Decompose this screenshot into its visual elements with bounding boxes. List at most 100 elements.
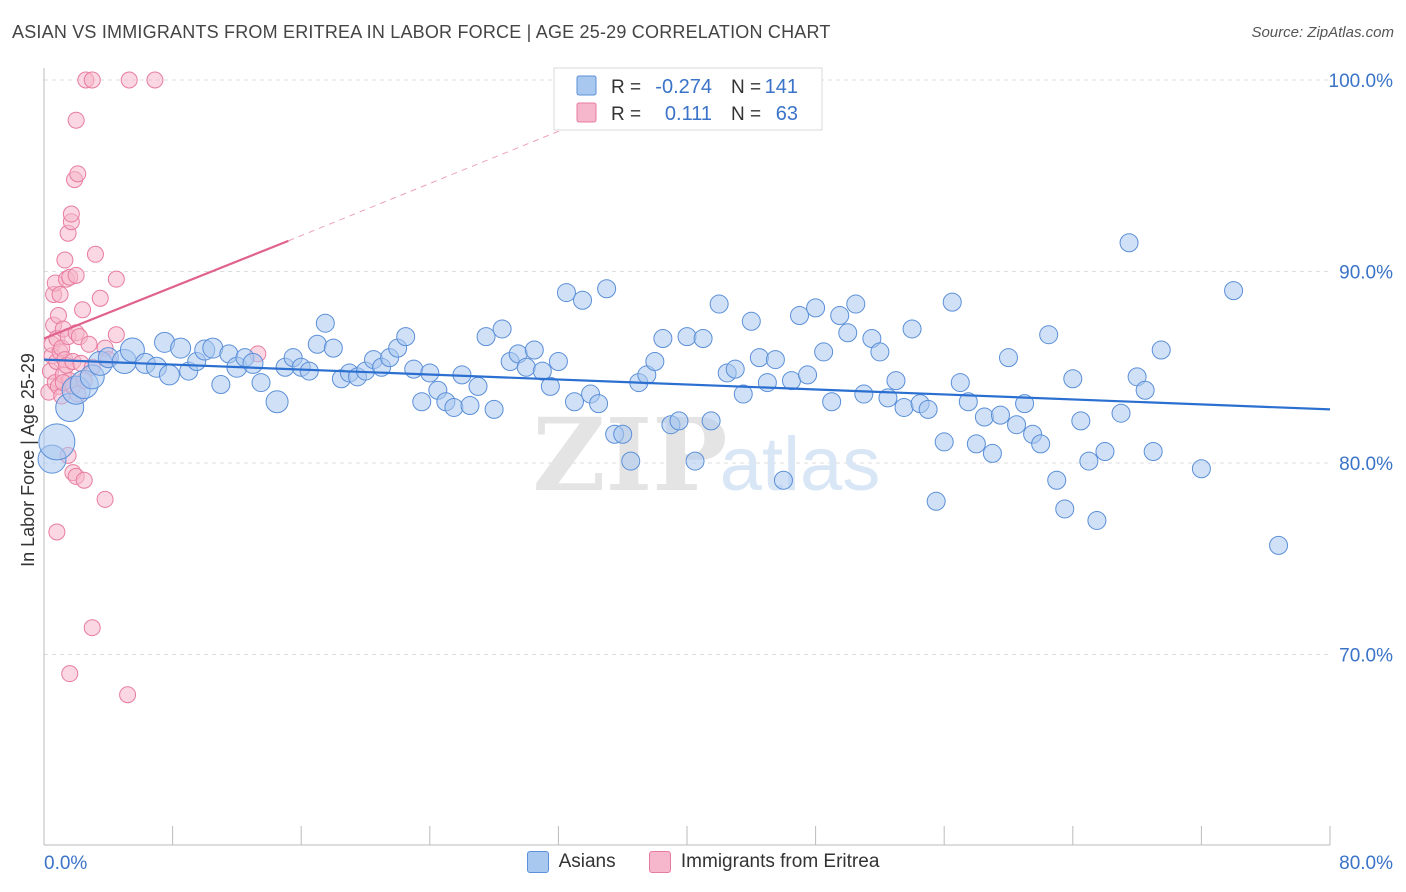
asian-point-57: [524, 340, 544, 360]
asian-point-107: [926, 491, 946, 511]
asian-point-123: [1055, 499, 1075, 519]
asian-point-76: [677, 327, 697, 347]
asian-point-96: [838, 323, 858, 343]
legend-r-value-asians: -0.274: [655, 76, 712, 98]
asian-point-73: [653, 329, 673, 349]
asian-point-129: [1111, 403, 1131, 423]
eritrea-point-40: [83, 71, 101, 89]
asian-point-63: [573, 290, 593, 310]
asian-point-19: [211, 374, 231, 394]
asian-point-89: [781, 371, 801, 391]
asian-point-50: [468, 376, 488, 396]
asian-point-83: [733, 384, 753, 404]
asian-point-68: [613, 424, 633, 444]
eritrea-point-48: [146, 71, 164, 89]
asian-point-124: [1063, 369, 1083, 389]
asian-point-103: [894, 397, 914, 417]
chart-title: ASIAN VS IMMIGRANTS FROM ERITREA IN LABO…: [12, 22, 831, 42]
eritrea-point-54: [75, 471, 93, 489]
asian-point-32: [323, 338, 343, 358]
asian-point-90: [790, 306, 810, 326]
eritrea-point-55: [83, 619, 101, 637]
legend-r-value-eritrea: 0.111: [665, 103, 712, 125]
legend-label-asians: Asians: [558, 851, 616, 872]
y-tick-label-90: 90.0%: [1339, 263, 1393, 284]
asian-point-120: [1031, 434, 1051, 454]
watermark-atlas: atlas: [720, 422, 881, 507]
asian-point-93: [814, 342, 834, 362]
asian-point-42: [404, 359, 424, 379]
eritrea-point-56: [61, 665, 79, 683]
asian-point-132: [1135, 380, 1155, 400]
asian-point-91: [798, 365, 818, 385]
eritrea-point-42: [86, 245, 104, 263]
asian-point-60: [548, 352, 568, 372]
asian-point-59: [540, 376, 560, 396]
asian-point-84: [741, 311, 761, 331]
asian-point-100: [870, 342, 890, 362]
asian-point-136: [1224, 281, 1244, 301]
y-tick-label-100: 100.0%: [1329, 71, 1394, 92]
eritrea-point-36: [74, 301, 92, 319]
asian-point-78: [693, 329, 713, 349]
asian-point-135: [1191, 459, 1211, 479]
asian-point-62: [564, 392, 584, 412]
asian-point-56: [516, 357, 536, 377]
asian-point-127: [1087, 510, 1107, 530]
y-tick-label-80: 80.0%: [1339, 454, 1393, 475]
eritrea-point-32: [67, 266, 85, 284]
legend-n-label-eritrea: N =: [731, 104, 761, 125]
legend-label-eritrea: Immigrants from Eritrea: [680, 851, 880, 872]
legend-n-value-eritrea: 63: [776, 103, 798, 125]
asian-point-13: [158, 364, 180, 386]
asian-point-134: [1151, 340, 1171, 360]
trend-line-eritrea-extension: [288, 117, 591, 242]
eritrea-point-59: [107, 326, 125, 344]
asian-point-106: [918, 399, 938, 419]
asian-point-85: [749, 348, 769, 368]
asian-point-24: [251, 373, 271, 393]
legend-r-label-asians: R =: [611, 77, 641, 98]
asian-point-114: [982, 443, 1002, 463]
eritrea-point-49: [67, 111, 85, 129]
legend-swatch-pink: [576, 102, 597, 123]
eritrea-point-57: [119, 686, 137, 704]
asian-point-92: [806, 298, 826, 318]
asian-point-122: [1047, 470, 1067, 490]
series-immigrants-from-eritrea: [40, 71, 267, 704]
y-tick-label-70: 70.0%: [1339, 646, 1393, 667]
asian-point-137: [1269, 535, 1289, 555]
asian-point-133: [1143, 442, 1163, 462]
asian-point-97: [846, 294, 866, 314]
asian-point-112: [966, 434, 986, 454]
legend-item-eritrea[interactable]: Immigrants from Eritrea: [648, 851, 880, 873]
eritrea-point-39: [80, 335, 98, 353]
eritrea-point-13: [51, 285, 69, 303]
asian-point-51: [476, 327, 496, 347]
legend-item-asians[interactable]: Asians: [526, 851, 616, 873]
legend-swatch-eritrea: [648, 851, 671, 873]
asian-point-47: [444, 397, 464, 417]
asian-point-110: [950, 373, 970, 393]
eritrea-point-50: [48, 523, 66, 541]
asian-point-113: [974, 407, 994, 427]
asian-point-52: [484, 399, 504, 419]
asian-point-61: [556, 283, 576, 303]
eritrea-point-46: [107, 270, 125, 288]
asian-point-98: [854, 384, 874, 404]
asian-point-1: [38, 423, 76, 461]
x-tick-label-max: 80.0%: [1339, 853, 1393, 874]
asian-point-44: [420, 363, 440, 383]
asian-point-121: [1039, 325, 1059, 345]
asian-point-72: [645, 352, 665, 372]
eritrea-point-19: [56, 251, 74, 269]
asian-point-104: [902, 319, 922, 339]
trend-line-eritrea: [43, 239, 289, 340]
eritrea-point-33: [69, 165, 87, 183]
asian-point-79: [701, 411, 721, 431]
asian-point-102: [886, 371, 906, 391]
asian-point-128: [1095, 442, 1115, 462]
asian-point-23: [242, 352, 264, 374]
eritrea-point-58: [96, 490, 114, 508]
